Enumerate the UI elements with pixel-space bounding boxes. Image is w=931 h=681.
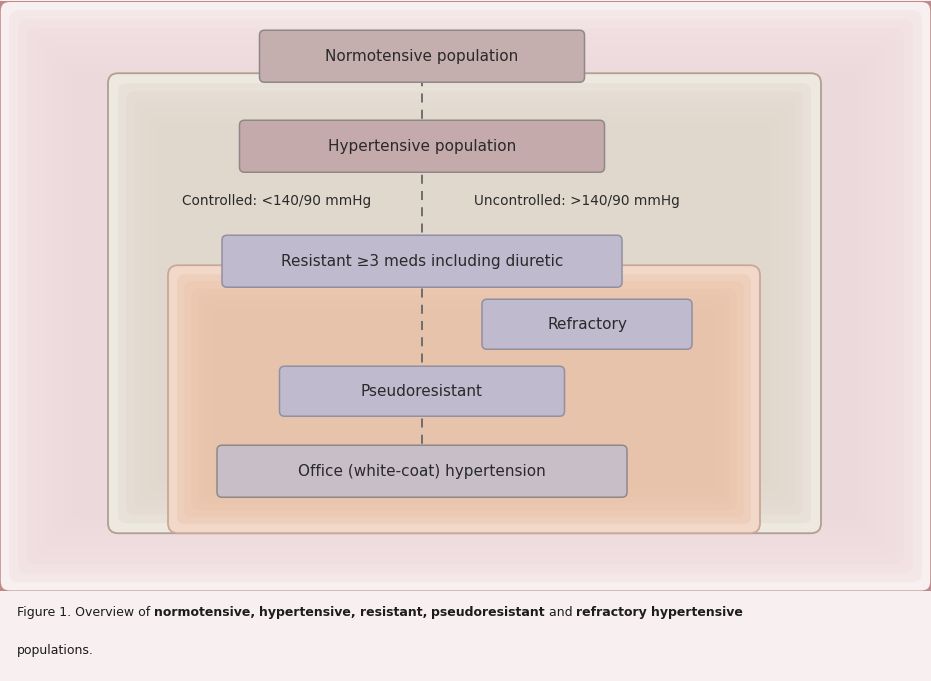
FancyBboxPatch shape bbox=[239, 121, 604, 172]
Text: and: and bbox=[545, 606, 576, 619]
Text: Resistant ≥3 meds including diuretic: Resistant ≥3 meds including diuretic bbox=[281, 254, 563, 269]
FancyBboxPatch shape bbox=[18, 19, 913, 573]
Text: resistant,: resistant, bbox=[359, 606, 427, 619]
Text: Refractory: Refractory bbox=[547, 317, 627, 332]
Text: Hypertensive population: Hypertensive population bbox=[328, 139, 516, 154]
FancyBboxPatch shape bbox=[260, 30, 585, 82]
FancyBboxPatch shape bbox=[184, 281, 744, 518]
FancyBboxPatch shape bbox=[108, 74, 821, 533]
FancyBboxPatch shape bbox=[217, 445, 627, 497]
Text: Controlled: <140/90 mmHg: Controlled: <140/90 mmHg bbox=[182, 194, 371, 208]
FancyBboxPatch shape bbox=[9, 10, 922, 582]
Text: Uncontrolled: >140/90 mmHg: Uncontrolled: >140/90 mmHg bbox=[474, 194, 680, 208]
FancyBboxPatch shape bbox=[126, 91, 803, 516]
Text: refractory: refractory bbox=[576, 606, 647, 619]
FancyBboxPatch shape bbox=[0, 0, 931, 593]
Text: Normotensive population: Normotensive population bbox=[325, 49, 519, 64]
FancyBboxPatch shape bbox=[118, 83, 811, 523]
FancyBboxPatch shape bbox=[168, 265, 760, 533]
Text: Figure 1. Overview of: Figure 1. Overview of bbox=[17, 606, 154, 619]
Text: normotensive,: normotensive, bbox=[154, 606, 255, 619]
Text: populations.: populations. bbox=[17, 644, 93, 656]
FancyBboxPatch shape bbox=[222, 235, 622, 287]
Text: Office (white-coat) hypertension: Office (white-coat) hypertension bbox=[298, 464, 546, 479]
Text: hypertensive,: hypertensive, bbox=[259, 606, 356, 619]
Text: hypertensive: hypertensive bbox=[651, 606, 743, 619]
FancyBboxPatch shape bbox=[177, 274, 751, 524]
FancyBboxPatch shape bbox=[279, 366, 564, 416]
FancyBboxPatch shape bbox=[482, 299, 692, 349]
Text: pseudoresistant: pseudoresistant bbox=[431, 606, 545, 619]
Text: Pseudoresistant: Pseudoresistant bbox=[361, 383, 483, 399]
